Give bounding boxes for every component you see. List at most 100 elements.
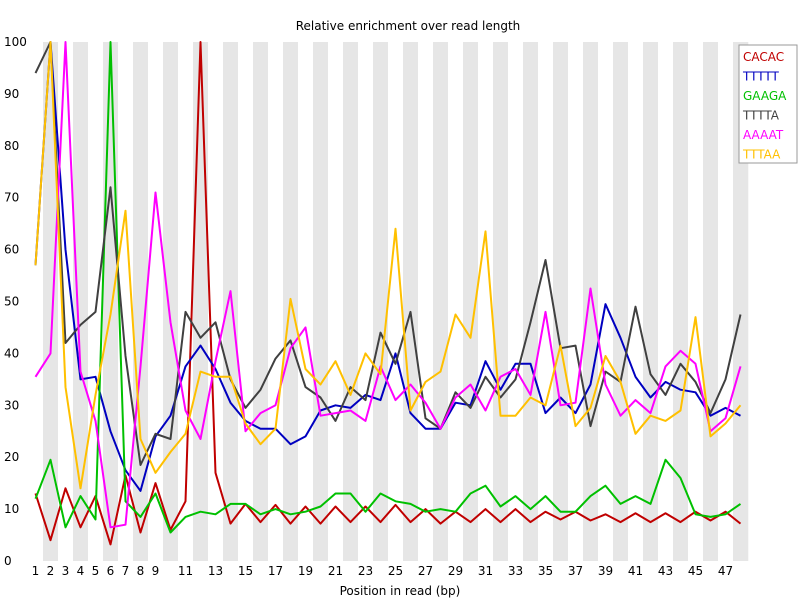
band: [178, 42, 194, 561]
series-line-cacac: [34, 41, 742, 546]
band: [478, 42, 494, 561]
x-tick-label: 29: [448, 564, 463, 578]
x-tick-label: 11: [178, 564, 193, 578]
series-line-ttttt: [34, 41, 741, 492]
x-tick-label: 17: [268, 564, 283, 578]
x-tick-label: 15: [238, 564, 253, 578]
band: [88, 42, 104, 561]
band: [28, 42, 44, 561]
band: [298, 42, 314, 561]
band: [43, 42, 59, 561]
band: [433, 42, 449, 561]
band: [373, 42, 389, 561]
legend-entry-aaaat: AAAAT: [743, 128, 784, 142]
x-tick-label: 23: [358, 564, 373, 578]
series-line-gaaga: [34, 41, 742, 534]
y-tick-label: 30: [4, 398, 19, 412]
y-axis-ticks: 0 10 20 30 40 50 60 70 80 90 100: [4, 35, 27, 568]
x-tick-label: 3: [62, 564, 70, 578]
band: [448, 42, 464, 561]
x-tick-label: 31: [478, 564, 493, 578]
chart-title: Relative enrichment over read length: [296, 19, 521, 33]
legend-entry-tttta: TTTTA: [742, 109, 780, 123]
x-tick-label: 43: [658, 564, 673, 578]
band: [643, 42, 659, 561]
legend-entry-cacac: CACAC: [743, 50, 784, 64]
y-tick-label: 100: [4, 35, 27, 49]
x-tick-label: 2: [47, 564, 55, 578]
band: [358, 42, 374, 561]
band: [568, 42, 584, 561]
band: [658, 42, 674, 561]
band: [253, 42, 269, 561]
band: [523, 42, 539, 561]
x-tick-label: 7: [122, 564, 130, 578]
x-tick-label: 1: [32, 564, 40, 578]
band: [718, 42, 734, 561]
band: [118, 42, 134, 561]
band: [553, 42, 569, 561]
y-tick-label: 80: [4, 139, 19, 153]
band: [673, 42, 689, 561]
band: [463, 42, 479, 561]
series-line-tttta: [34, 41, 742, 466]
band: [73, 42, 89, 561]
x-tick-label: 5: [92, 564, 100, 578]
x-tick-label: 6: [107, 564, 115, 578]
band: [688, 42, 704, 561]
band: [58, 42, 74, 561]
legend-entry-tttaa: TTTAA: [742, 148, 781, 162]
band: [208, 42, 224, 561]
x-tick-label: 19: [298, 564, 313, 578]
band: [598, 42, 614, 561]
band: [193, 42, 209, 561]
x-tick-label: 27: [418, 564, 433, 578]
legend-entry-ttttt: TTTTT: [742, 70, 779, 84]
y-tick-label: 70: [4, 191, 19, 205]
y-tick-label: 0: [4, 554, 12, 568]
background-bands: [28, 42, 749, 561]
y-tick-label: 20: [4, 450, 19, 464]
band: [628, 42, 644, 561]
band: [418, 42, 434, 561]
y-tick-label: 50: [4, 295, 19, 309]
band: [613, 42, 629, 561]
x-tick-label: 4: [77, 564, 85, 578]
band: [493, 42, 509, 561]
x-tick-label: 33: [508, 564, 523, 578]
x-tick-label: 47: [718, 564, 733, 578]
x-tick-label: 37: [568, 564, 583, 578]
legend-entry-gaaga: GAAGA: [743, 89, 787, 103]
band: [163, 42, 179, 561]
band: [403, 42, 419, 561]
x-tick-label: 9: [152, 564, 160, 578]
band: [388, 42, 404, 561]
band: [538, 42, 554, 561]
legend: CACAC TTTTT GAAGA TTTTA AAAAT TTTAA: [738, 44, 798, 164]
band: [343, 42, 359, 561]
band: [703, 42, 719, 561]
x-tick-label: 8: [137, 564, 145, 578]
x-tick-label: 21: [328, 564, 343, 578]
x-tick-label: 13: [208, 564, 223, 578]
y-tick-label: 10: [4, 502, 19, 516]
y-tick-label: 60: [4, 243, 19, 257]
series-lines: [34, 41, 742, 546]
y-tick-label: 40: [4, 346, 19, 360]
legend-box: [738, 44, 798, 164]
band: [508, 42, 524, 561]
band: [268, 42, 284, 561]
x-tick-label: 25: [388, 564, 403, 578]
band: [328, 42, 344, 561]
x-axis-ticks: 1 2 3 4 5 6 7 8 9 11 13 15 17 19 21 23 25 27 29 31 33 35 37 39 4…: [32, 564, 733, 578]
x-tick-label: 45: [688, 564, 703, 578]
x-axis-label: Position in read (bp): [340, 584, 461, 598]
band: [733, 42, 749, 561]
x-tick-label: 39: [598, 564, 613, 578]
series-line-tttaa: [34, 41, 742, 490]
band: [583, 42, 599, 561]
band: [238, 42, 254, 561]
x-tick-label: 35: [538, 564, 553, 578]
series-line-aaaat: [34, 41, 742, 529]
